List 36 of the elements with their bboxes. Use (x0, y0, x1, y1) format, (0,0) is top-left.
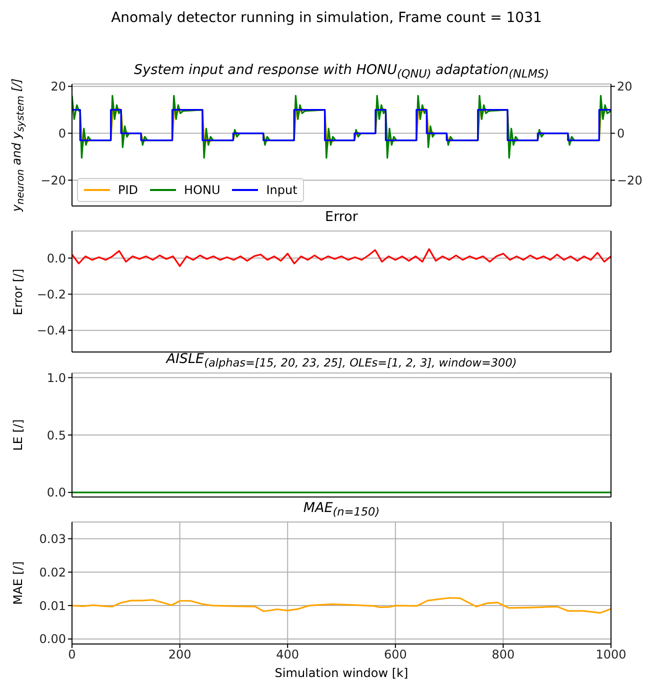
y-tick-label: 0.0 (46, 251, 66, 266)
y-tick-label: 0.01 (39, 598, 66, 613)
y-tick-label: 20 (50, 80, 66, 94)
y-tick-label: 0.00 (39, 632, 66, 646)
chart-subtitle: System input and response with HONU$_{(QNU)}$ adaptation$_{(NLMS)}$ (133, 62, 550, 81)
y-tick-label: −0.4 (36, 324, 66, 338)
y2-tick-label: −20 (617, 173, 642, 188)
y-tick-label: −0.2 (36, 287, 66, 302)
x-tick-label: 200 (168, 648, 192, 662)
legend-label: Input (266, 183, 298, 197)
y-axis-title: LE [/] (11, 419, 25, 451)
legend-label: HONU (184, 183, 220, 197)
y2-tick-label: 20 (617, 80, 632, 94)
x-tick-label: 400 (276, 648, 300, 662)
legend-label: PID (118, 183, 138, 197)
chart-subtitle: AISLE$_{(alphas=[15, 20, 23, 25], OLEs=[1, 2, 3], window=300)}$ (164, 351, 518, 370)
y-tick-label: 0 (58, 126, 66, 141)
chart-subtitle: Error (324, 209, 359, 225)
x-tick-label: 800 (492, 648, 515, 662)
y-tick-label: −20 (40, 173, 66, 188)
chart-subtitle: MAE$_{(n=150)}$ (302, 500, 381, 519)
x-tick-label: 1000 (596, 648, 626, 662)
x-tick-label: 0 (68, 648, 76, 662)
y2-tick-label: 0 (617, 126, 625, 141)
y-tick-label: 0.03 (39, 532, 66, 546)
y-axis-title: Error [/] (11, 268, 25, 315)
chart-title: Anomaly detector running in simulation, Frame count = 1031 (110, 10, 543, 26)
x-tick-label: 600 (384, 648, 407, 662)
y-axis-title: MAE [/] (11, 561, 25, 605)
y-tick-label: 0.5 (46, 428, 66, 442)
line-series (72, 597, 611, 614)
x-axis-title: Simulation window [k] (274, 666, 410, 680)
y-tick-label: 0.0 (46, 486, 66, 500)
y-tick-label: 1.0 (46, 370, 66, 385)
y-tick-label: 0.02 (39, 565, 66, 580)
line-series (72, 248, 611, 268)
